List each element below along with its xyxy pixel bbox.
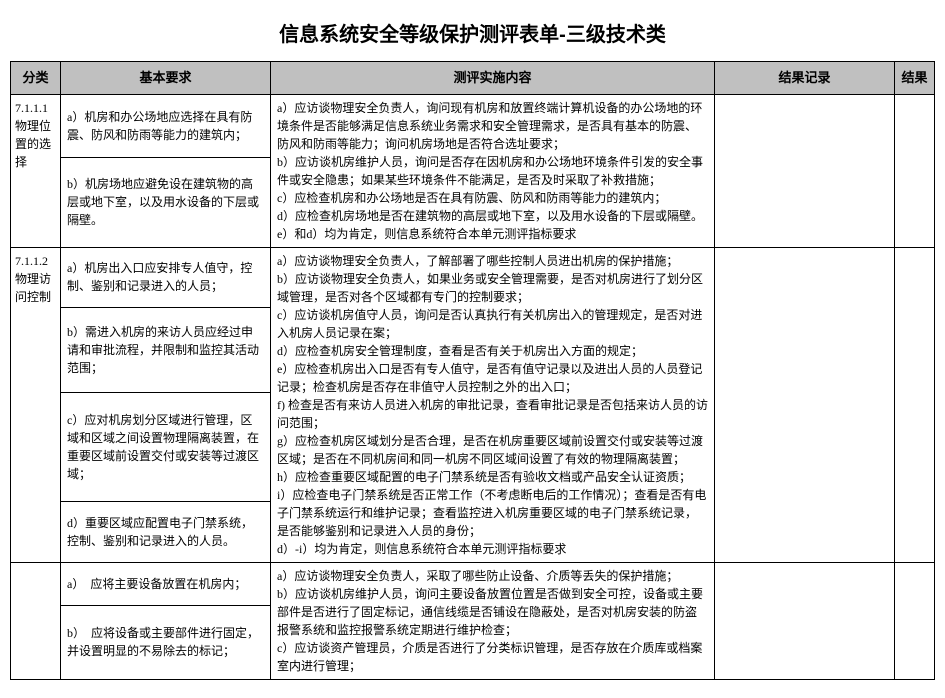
category-cell: 7.1.1.2 物理访问控制 [11, 247, 61, 562]
requirement-cell: a）机房出入口应安排专人值守，控制、鉴别和记录进入的人员； [61, 247, 271, 308]
requirement-cell: b）机房场地应避免设在建筑物的高层或地下室，以及用水设备的下层或隔壁。 [61, 158, 271, 247]
requirement-cell: b） 应将设备或主要部件进行固定，并设置明显的不易除去的标记； [61, 606, 271, 679]
table-header-row: 分类 基本要求 测评实施内容 结果记录 结果 [11, 62, 935, 95]
requirement-cell: c）应对机房划分区域进行管理，区域和区域之间设置物理隔离装置，在重要区域前设置交… [61, 392, 271, 501]
table-row: 7.1.1.1 物理位置的选择 a）机房和办公场地应选择在具有防震、防风和防雨等… [11, 94, 935, 158]
requirement-cell: a） 应将主要设备放置在机房内； [61, 562, 271, 606]
requirement-cell: a）机房和办公场地应选择在具有防震、防风和防雨等能力的建筑内； [61, 94, 271, 158]
record-cell [715, 247, 895, 562]
record-cell [715, 94, 895, 247]
table-row: a） 应将主要设备放置在机房内； a）应访谈物理安全负责人，采取了哪些防止设备、… [11, 562, 935, 606]
header-requirement: 基本要求 [61, 62, 271, 95]
evaluation-table: 分类 基本要求 测评实施内容 结果记录 结果 7.1.1.1 物理位置的选择 a… [10, 61, 935, 680]
header-record: 结果记录 [715, 62, 895, 95]
table-row: 7.1.1.2 物理访问控制 a）机房出入口应安排专人值守，控制、鉴别和记录进入… [11, 247, 935, 308]
requirement-cell: b）需进入机房的来访人员应经过申请和审批流程，并限制和监控其活动范围； [61, 308, 271, 393]
implementation-cell: a）应访谈物理安全负责人，询问现有机房和放置终端计算机设备的办公场地的环境条件是… [271, 94, 715, 247]
category-cell: 7.1.1.1 物理位置的选择 [11, 94, 61, 247]
category-cell [11, 562, 61, 679]
result-cell [895, 94, 935, 247]
result-cell [895, 247, 935, 562]
record-cell [715, 562, 895, 679]
header-implementation: 测评实施内容 [271, 62, 715, 95]
header-category: 分类 [11, 62, 61, 95]
implementation-cell: a）应访谈物理安全负责人，采取了哪些防止设备、介质等丢失的保护措施； b）应访谈… [271, 562, 715, 679]
header-result: 结果 [895, 62, 935, 95]
implementation-cell: a）应访谈物理安全负责人，了解部署了哪些控制人员进出机房的保护措施； b）应访谈… [271, 247, 715, 562]
requirement-cell: d）重要区域应配置电子门禁系统，控制、鉴别和记录进入的人员。 [61, 501, 271, 562]
document-title: 信息系统安全等级保护测评表单-三级技术类 [10, 18, 935, 47]
result-cell [895, 562, 935, 679]
